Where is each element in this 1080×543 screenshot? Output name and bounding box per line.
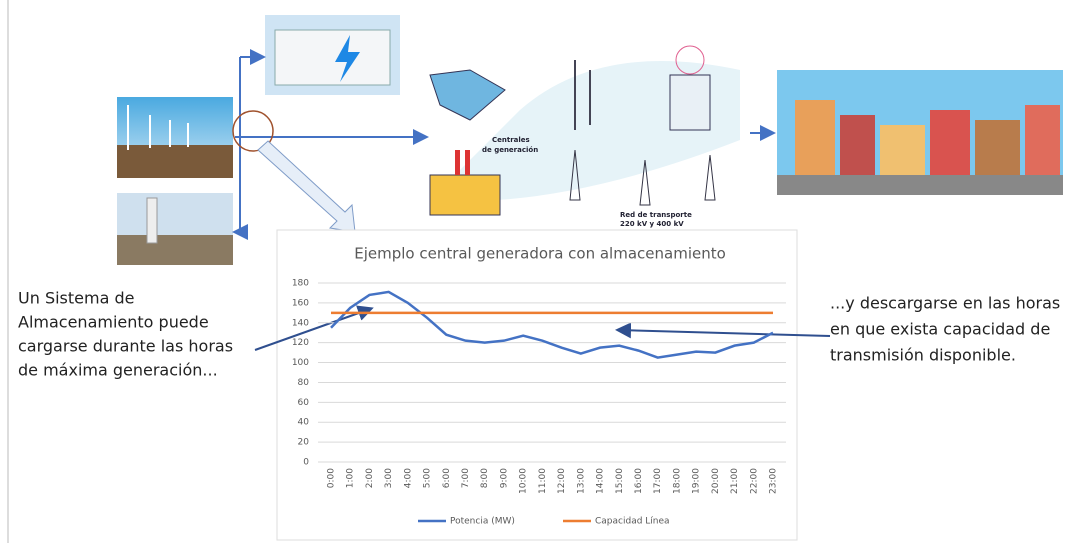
x-tick-label: 19:00: [692, 468, 702, 494]
x-tick-label: 4:00: [403, 468, 413, 488]
x-tick-label: 22:00: [749, 468, 759, 494]
x-tick-label: 5:00: [423, 468, 433, 488]
chart-frame: [276, 229, 798, 541]
series-line: [330, 290, 774, 359]
x-tick-label: 12:00: [557, 468, 567, 494]
generation-label: Centrales: [492, 136, 530, 144]
x-tick-label: 17:00: [653, 468, 663, 494]
legend-label: Potencia (MW): [450, 517, 515, 527]
wind-farm-image: [117, 97, 233, 178]
x-tick-label: 3:00: [384, 468, 394, 488]
annotation-text: de máxima generación...: [18, 361, 218, 380]
grid-label: 220 kV y 400 kV: [620, 220, 684, 228]
x-tick-label: 18:00: [672, 468, 682, 494]
annotations: Un Sistema de Almacenamiento puede cargars…: [18, 289, 1060, 380]
chart-title: Ejemplo central generadora con almacenam…: [354, 245, 726, 263]
y-tick-label: 20: [298, 438, 310, 448]
x-tick-label: 21:00: [730, 468, 740, 494]
y-tick-label: 0: [303, 458, 309, 468]
x-tick-label: 14:00: [596, 468, 606, 494]
y-tick-label: 40: [298, 418, 310, 428]
y-tick-label: 160: [292, 298, 309, 308]
annotation-text: ...y descargarse en las horas: [830, 294, 1060, 313]
x-tick-label: 10:00: [519, 468, 529, 494]
x-tick-label: 20:00: [711, 468, 721, 494]
x-tick-label: 1:00: [346, 468, 356, 488]
generation-label: de generación: [482, 146, 538, 154]
x-tick-label: 0:00: [327, 468, 337, 488]
annotation-text: en que exista capacidad de: [830, 320, 1050, 339]
annotation-text: transmisión disponible.: [830, 346, 1016, 365]
x-tick-label: 11:00: [538, 468, 548, 494]
x-tick-label: 9:00: [499, 468, 509, 488]
grid-label: Red de transporte: [620, 211, 692, 219]
x-tick-label: 16:00: [634, 468, 644, 494]
y-tick-label: 100: [292, 358, 309, 368]
x-tick-label: 6:00: [442, 468, 452, 488]
x-tick-label: 7:00: [461, 468, 471, 488]
city-image: [777, 70, 1063, 195]
y-tick-label: 180: [292, 279, 309, 289]
generation-illustration: Centrales de generación Red de transport…: [429, 45, 740, 228]
flow-arrows: [232, 49, 776, 240]
solar-tower-image: [117, 193, 233, 265]
x-tick-label: 23:00: [769, 468, 779, 494]
annotation-arrow: [615, 322, 831, 339]
x-tick-label: 8:00: [480, 468, 490, 488]
annotation-text: Almacenamiento puede: [18, 313, 209, 332]
y-tick-label: 140: [292, 318, 309, 328]
annotation-text: Un Sistema de: [18, 289, 134, 308]
storage-arrow: [257, 140, 356, 233]
y-tick-label: 80: [298, 378, 310, 388]
legend-label: Capacidad Línea: [595, 517, 670, 527]
y-tick-label: 60: [298, 398, 310, 408]
battery-image: [265, 15, 400, 95]
annotation-text: cargarse durante las horas: [18, 337, 233, 356]
y-tick-label: 120: [292, 338, 309, 348]
x-tick-label: 2:00: [365, 468, 375, 488]
highlight-circle: [232, 110, 274, 152]
x-tick-label: 15:00: [615, 468, 625, 494]
annotation-arrow: [254, 305, 374, 351]
x-tick-label: 13:00: [576, 468, 586, 494]
